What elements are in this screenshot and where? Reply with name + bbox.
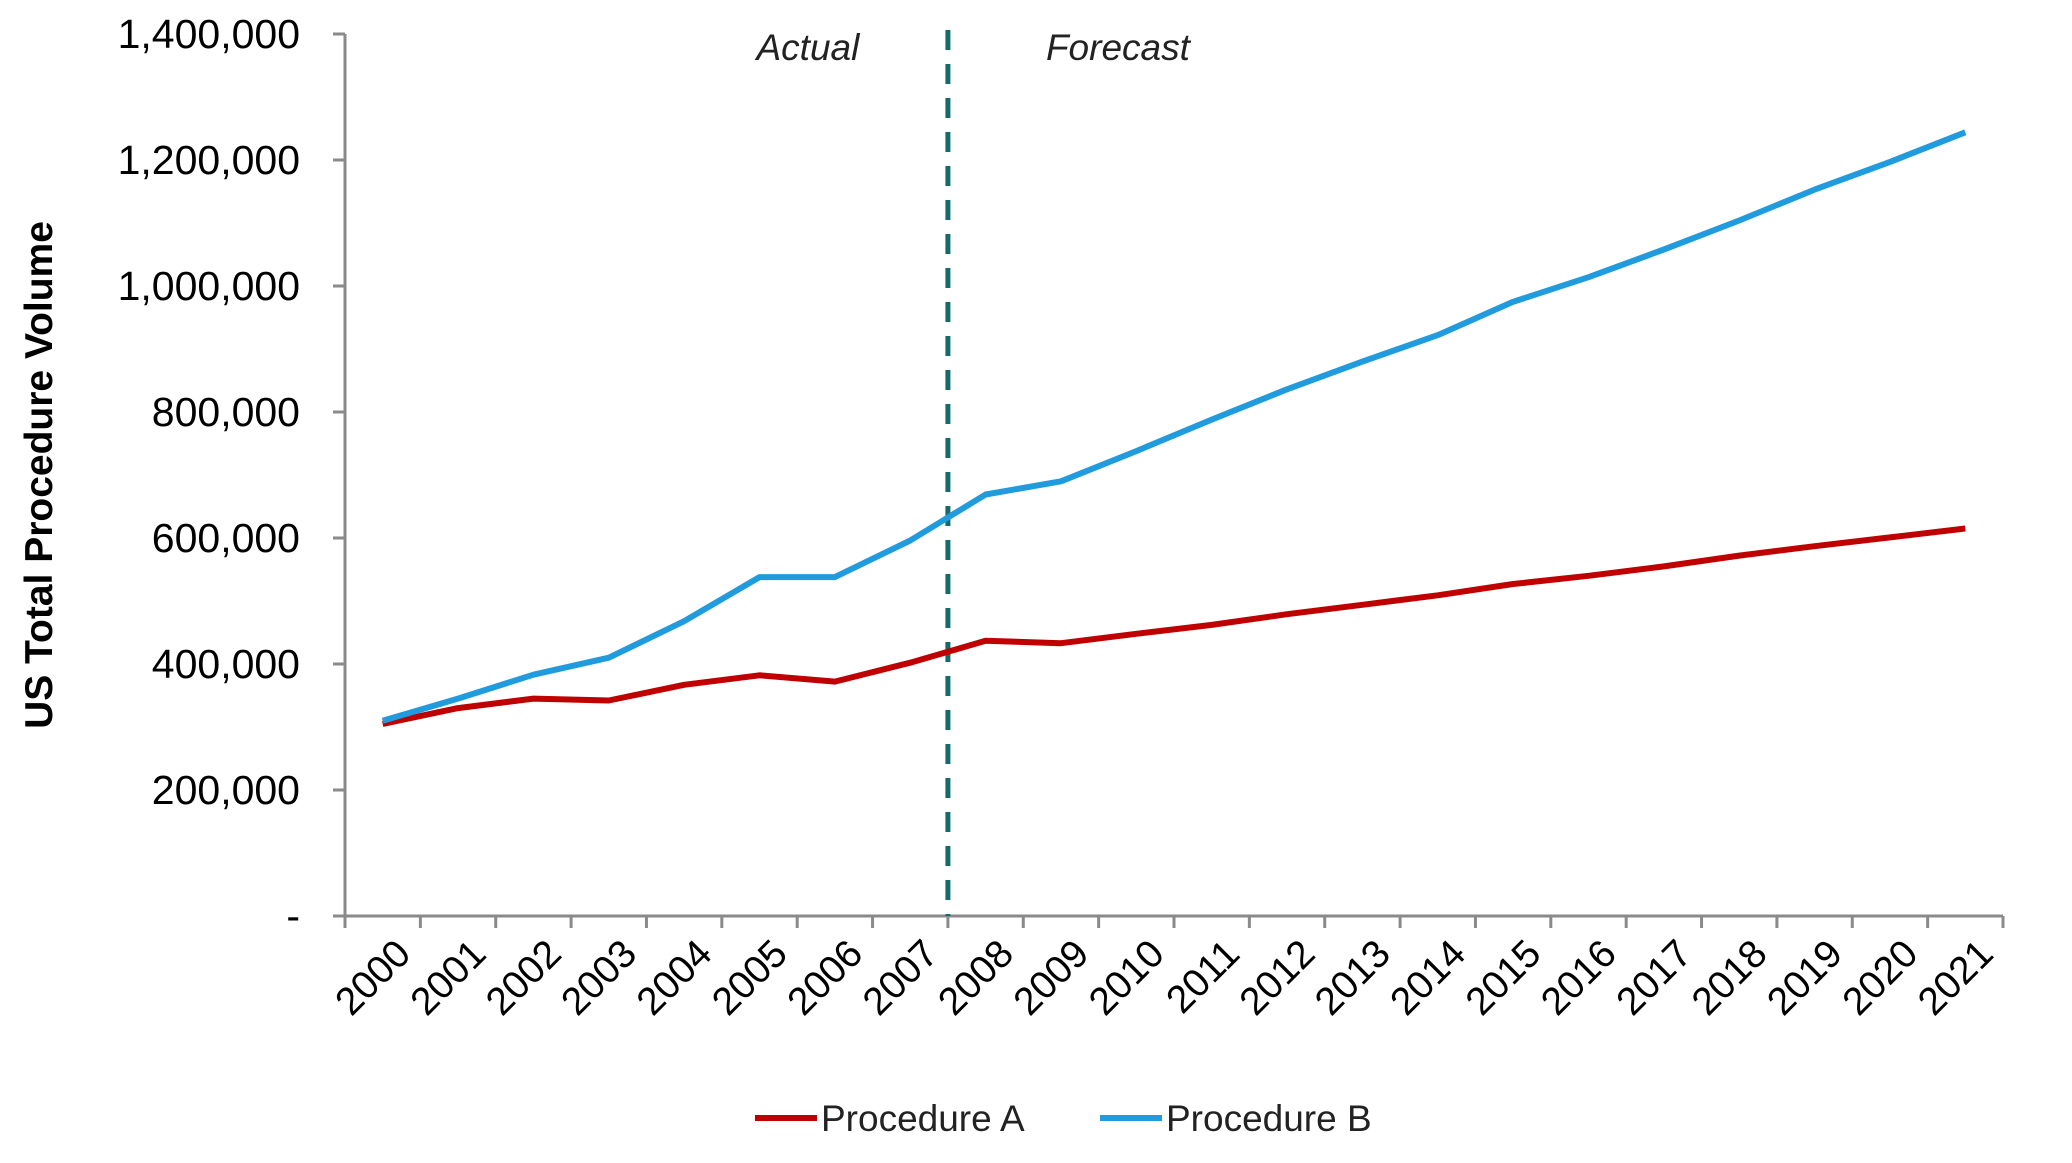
x-tick-label: 2021 [1910, 932, 2002, 1024]
x-tick-label: 2006 [779, 932, 871, 1024]
x-tick-label: 2003 [553, 932, 645, 1024]
annotation-actual: Actual [754, 27, 861, 68]
y-tick-label: 1,400,000 [118, 11, 300, 57]
x-tick-label: 2015 [1458, 932, 1550, 1024]
y-tick-label: 600,000 [152, 515, 300, 561]
x-tick-label: 2014 [1382, 932, 1474, 1024]
y-tick-label: 1,000,000 [118, 263, 300, 309]
x-tick-label: 2013 [1307, 932, 1399, 1024]
x-tick-label: 2002 [478, 932, 570, 1024]
y-tick-label: 400,000 [152, 641, 300, 687]
x-tick-label: 2007 [855, 932, 947, 1024]
series-line-procedure-a [382, 525, 1966, 727]
x-tick-label: 2005 [704, 932, 796, 1024]
x-tick-label: 2011 [1158, 932, 1248, 1022]
x-tick-label: 2018 [1684, 932, 1776, 1024]
y-axis-ticks: - 200,000 400,000 600,000 800,000 1,000,000 1,… [118, 11, 345, 939]
x-tick-label: 2017 [1608, 932, 1700, 1024]
y-tick-label: 800,000 [152, 389, 300, 435]
x-tick-label: 2000 [327, 932, 419, 1024]
legend-label: Procedure B [1166, 1098, 1372, 1139]
x-tick-label: 2009 [1006, 932, 1098, 1024]
x-tick-label: 2016 [1533, 932, 1625, 1024]
x-tick-label: 2012 [1232, 932, 1324, 1024]
x-tick-label: 2001 [403, 932, 495, 1024]
series-line-procedure-b [381, 129, 1967, 724]
legend: Procedure A Procedure B [755, 1098, 1372, 1139]
y-tick-label: - [286, 893, 300, 939]
y-tick-label: 200,000 [152, 767, 300, 813]
annotation-forecast: Forecast [1046, 27, 1192, 68]
axes [343, 34, 2003, 918]
x-tick-label: 2019 [1759, 932, 1851, 1024]
x-tick-label: 2004 [629, 932, 721, 1024]
x-tick-label: 2010 [1081, 932, 1173, 1024]
y-tick-label: 1,200,000 [118, 137, 300, 183]
legend-label: Procedure A [821, 1098, 1025, 1139]
x-axis-ticks: 2000200120022003200420052006200720082009… [327, 916, 2005, 1024]
series-lines [381, 129, 1967, 727]
y-axis-label: US Total Procedure Volume [18, 221, 61, 729]
x-tick-label: 2008 [930, 932, 1022, 1024]
x-tick-label: 2020 [1835, 932, 1927, 1024]
